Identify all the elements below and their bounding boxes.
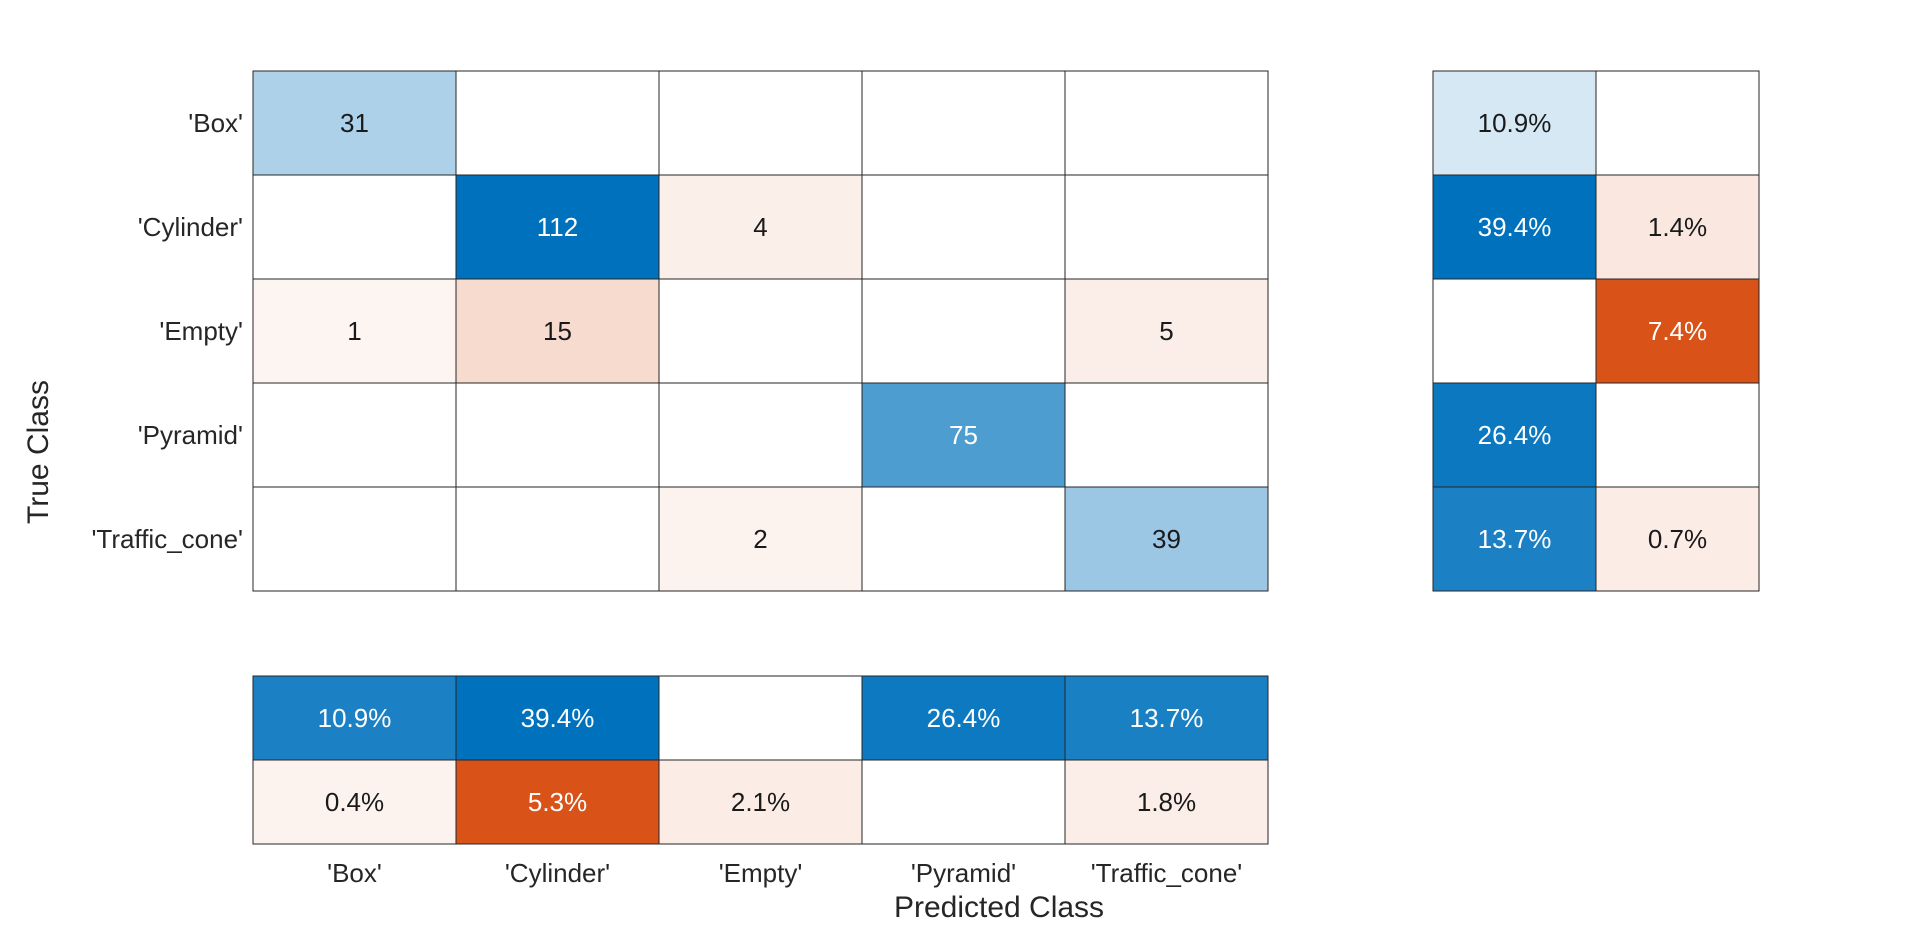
column-summary-cell-rect: [658, 759, 863, 845]
column-summary-cell-rect: [252, 675, 457, 761]
column-summary-cell-value: 5.3%: [528, 787, 587, 817]
matrix-cell-rect: [455, 486, 660, 592]
matrix-cell-rect: [252, 486, 457, 592]
column-summary-cell-value: 0.4%: [325, 787, 384, 817]
matrix-cell-rect: [861, 174, 1066, 280]
row-summary-cell-value: 39.4%: [1478, 212, 1552, 242]
matrix-cell-rect: [252, 382, 457, 488]
matrix-cell-rect: [455, 278, 660, 384]
y-tick-label: 'Traffic_cone': [91, 524, 243, 554]
matrix-cell-rect: [252, 70, 457, 176]
column-summary-cell-value: 1.8%: [1137, 787, 1196, 817]
x-tick-label: 'Traffic_cone': [1091, 858, 1243, 888]
x-axis-label: Predicted Class: [894, 891, 1104, 924]
matrix-cell-rect: [1064, 486, 1269, 592]
row-summary-cell-rect: [1432, 278, 1597, 384]
column-summary-cell-value: 26.4%: [927, 703, 1001, 733]
row-summary-cell-rect: [1432, 382, 1597, 488]
matrix-cell-rect: [252, 278, 457, 384]
row-summary-cell-rect: [1595, 486, 1760, 592]
column-summary-cell-value: 39.4%: [521, 703, 595, 733]
matrix-cell-rect: [455, 382, 660, 488]
row-summary-cell-rect: [1595, 382, 1760, 488]
matrix-cell-value: 39: [1152, 524, 1181, 554]
matrix-cell-rect: [861, 486, 1066, 592]
matrix-cell-rect: [658, 486, 863, 592]
x-tick-label: 'Empty': [719, 858, 803, 888]
column-summary-cell-rect: [1064, 759, 1269, 845]
x-tick-label: 'Box': [327, 858, 382, 888]
matrix-cell-value: 31: [340, 108, 369, 138]
row-summary-cell-value: 1.4%: [1648, 212, 1707, 242]
matrix-cell-value: 15: [543, 316, 572, 346]
matrix-cell-rect: [658, 70, 863, 176]
x-tick-label: 'Cylinder': [505, 858, 610, 888]
column-summary-cell-value: 13.7%: [1130, 703, 1204, 733]
column-summary-cell-rect: [861, 675, 1066, 761]
matrix-cell-rect: [1064, 70, 1269, 176]
matrix-cell-rect: [1064, 174, 1269, 280]
row-summary-cell-value: 0.7%: [1648, 524, 1707, 554]
column-summary-cell-rect: [1064, 675, 1269, 761]
column-summary-cell-rect: [861, 759, 1066, 845]
column-summary-cell-value: 10.9%: [318, 703, 392, 733]
matrix-cell-rect: [658, 278, 863, 384]
matrix-cell-rect: [658, 174, 863, 280]
column-summary-cell-rect: [455, 759, 660, 845]
x-tick-label: 'Pyramid': [911, 858, 1016, 888]
matrix-cell-value: 2: [753, 524, 767, 554]
x-tick-labels: 'Box' 'Cylinder' 'Empty' 'Pyramid' 'Traffic_…: [327, 858, 1242, 888]
matrix-cell-rect: [1064, 278, 1269, 384]
matrix-cell-value: 112: [537, 212, 578, 242]
row-summary-cell-rect: [1595, 278, 1760, 384]
row-summary-cell-rect: [1595, 174, 1760, 280]
y-axis-label: True Class: [22, 380, 55, 524]
row-summary: 10.9% 39.4% 1.4% 7.4% 26.4% 13.7% 0.7%: [1432, 70, 1760, 592]
matrix-cell-value: 4: [753, 212, 767, 242]
matrix-cell-rect: [861, 278, 1066, 384]
column-summary-cell-value: 2.1%: [731, 787, 790, 817]
row-summary-cell-rect: [1432, 70, 1597, 176]
row-summary-cell-rect: [1432, 486, 1597, 592]
y-tick-label: 'Box': [188, 108, 243, 138]
matrix-cell-rect: [861, 70, 1066, 176]
matrix-cell-rect: [252, 174, 457, 280]
matrix-cell-rect: [455, 70, 660, 176]
row-summary-cell-value: 13.7%: [1478, 524, 1552, 554]
y-tick-label: 'Cylinder': [138, 212, 243, 242]
column-summary: 10.9% 39.4% 26.4% 13.7% 0.4% 5.3% 2.1% 1.8%: [252, 675, 1269, 845]
matrix-cell-value: 75: [949, 420, 978, 450]
matrix-cell-rect: [455, 174, 660, 280]
y-tick-label: 'Pyramid': [138, 420, 243, 450]
matrix-cell-value: 5: [1159, 316, 1173, 346]
row-summary-cell-value: 26.4%: [1478, 420, 1552, 450]
column-summary-cell-rect: [252, 759, 457, 845]
matrix-cell-value: 1: [347, 316, 361, 346]
matrix-cell-rect: [658, 382, 863, 488]
main-matrix: 31 112 4 1 15 5 75 2 39: [252, 70, 1269, 592]
row-summary-cell-rect: [1595, 70, 1760, 176]
matrix-cell-rect: [1064, 382, 1269, 488]
column-summary-cell-rect: [455, 675, 660, 761]
y-tick-labels: 'Box' 'Cylinder' 'Empty' 'Pyramid' 'Traffic_…: [91, 108, 243, 554]
y-tick-label: 'Empty': [159, 316, 243, 346]
column-summary-cell-rect: [658, 675, 863, 761]
row-summary-cell-value: 10.9%: [1478, 108, 1552, 138]
row-summary-cell-value: 7.4%: [1648, 316, 1707, 346]
